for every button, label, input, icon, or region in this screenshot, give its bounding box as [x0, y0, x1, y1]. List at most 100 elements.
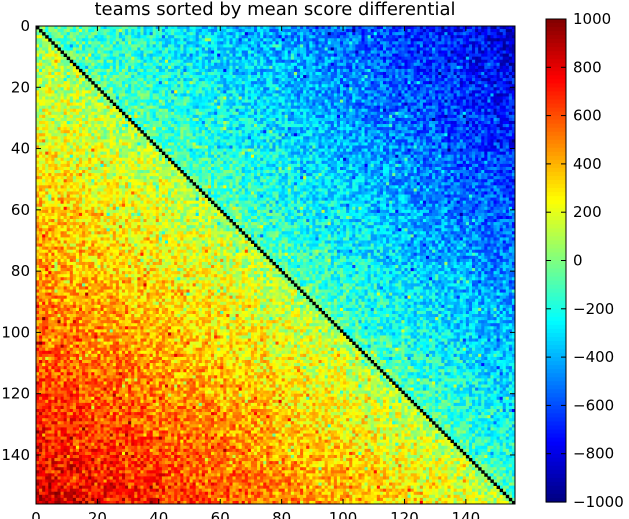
heatmap-cell: [91, 32, 94, 35]
heatmap-cell: [460, 100, 463, 103]
heatmap-cell: [116, 75, 119, 78]
heatmap-cell: [371, 72, 374, 75]
heatmap-cell: [245, 106, 248, 109]
heatmap-cell: [383, 32, 386, 35]
heatmap-cell: [39, 121, 42, 124]
heatmap-cell: [54, 87, 57, 90]
heatmap-cell: [288, 54, 291, 57]
heatmap-cell: [140, 57, 143, 60]
heatmap-cell: [174, 29, 177, 32]
heatmap-cell: [334, 44, 337, 47]
heatmap-cell: [162, 103, 165, 106]
heatmap-cell: [61, 100, 64, 103]
heatmap-cell: [395, 90, 398, 93]
heatmap-cell: [254, 69, 257, 72]
heatmap-cell: [481, 51, 484, 54]
heatmap-cell: [444, 121, 447, 124]
heatmap-cell: [279, 54, 282, 57]
heatmap-cell: [110, 112, 113, 115]
heatmap-cell: [159, 41, 162, 44]
heatmap-cell: [223, 81, 226, 84]
heatmap-cell: [361, 81, 364, 84]
heatmap-cell: [239, 106, 242, 109]
heatmap-cell: [174, 112, 177, 115]
heatmap-cell: [315, 112, 318, 115]
heatmap-cell: [183, 69, 186, 72]
heatmap-cell: [94, 32, 97, 35]
heatmap-cell: [300, 121, 303, 124]
heatmap-cell: [205, 81, 208, 84]
heatmap-cell: [119, 38, 122, 41]
heatmap-cell: [205, 100, 208, 103]
heatmap-cell: [242, 106, 245, 109]
heatmap-cell: [104, 81, 107, 84]
heatmap-cell: [91, 106, 94, 109]
heatmap-cell: [45, 29, 48, 32]
heatmap-cell: [377, 32, 380, 35]
heatmap-cell: [263, 106, 266, 109]
heatmap-cell: [380, 35, 383, 38]
heatmap-cell: [392, 112, 395, 115]
heatmap-cell: [447, 112, 450, 115]
heatmap-cell: [466, 57, 469, 60]
heatmap-cell: [463, 35, 466, 38]
heatmap-cell: [411, 66, 414, 69]
heatmap-cell: [73, 121, 76, 124]
heatmap-cell: [266, 26, 269, 29]
heatmap-cell: [472, 75, 475, 78]
heatmap-cell: [349, 84, 352, 87]
heatmap-cell: [349, 54, 352, 57]
heatmap-cell: [334, 47, 337, 50]
heatmap-cell: [401, 81, 404, 84]
heatmap-cell: [140, 78, 143, 81]
heatmap-cell: [318, 96, 321, 99]
heatmap-cell: [494, 57, 497, 60]
heatmap-cell: [223, 26, 226, 29]
heatmap-cell: [134, 78, 137, 81]
heatmap-cell: [269, 63, 272, 66]
heatmap-cell: [282, 115, 285, 118]
heatmap-cell: [358, 41, 361, 44]
heatmap-cell: [97, 35, 100, 38]
heatmap-cell: [361, 109, 364, 112]
heatmap-cell: [368, 63, 371, 66]
heatmap-cell: [226, 54, 229, 57]
heatmap-cell: [340, 41, 343, 44]
heatmap-cell: [137, 121, 140, 124]
heatmap-cell: [438, 38, 441, 41]
heatmap-cell: [73, 106, 76, 109]
heatmap-cell: [36, 93, 39, 96]
heatmap-cell: [54, 81, 57, 84]
heatmap-cell: [229, 109, 232, 112]
heatmap-cell: [475, 112, 478, 115]
heatmap-cell: [64, 124, 67, 127]
heatmap-cell: [39, 44, 42, 47]
heatmap-cell: [490, 69, 493, 72]
heatmap-cell: [211, 93, 214, 96]
heatmap-cell: [128, 121, 131, 124]
heatmap-cell: [454, 41, 457, 44]
heatmap-cell: [113, 118, 116, 121]
heatmap-cell: [306, 57, 309, 60]
heatmap-cell: [411, 112, 414, 115]
heatmap-cell: [76, 90, 79, 93]
heatmap-cell: [420, 35, 423, 38]
heatmap-cell: [242, 78, 245, 81]
heatmap-cell: [484, 90, 487, 93]
heatmap-cell: [315, 54, 318, 57]
heatmap-cell: [331, 100, 334, 103]
heatmap-cell: [331, 63, 334, 66]
heatmap-cell: [266, 29, 269, 32]
heatmap-cell: [306, 100, 309, 103]
heatmap-cell: [245, 66, 248, 69]
heatmap-cell: [294, 32, 297, 35]
heatmap-cell: [454, 109, 457, 112]
heatmap-cell: [297, 26, 300, 29]
heatmap-cell: [153, 32, 156, 35]
heatmap-cell: [156, 81, 159, 84]
heatmap-cell: [328, 32, 331, 35]
heatmap-cell: [36, 100, 39, 103]
heatmap-cell: [205, 87, 208, 90]
heatmap-cell: [368, 118, 371, 121]
heatmap-cell: [334, 87, 337, 90]
